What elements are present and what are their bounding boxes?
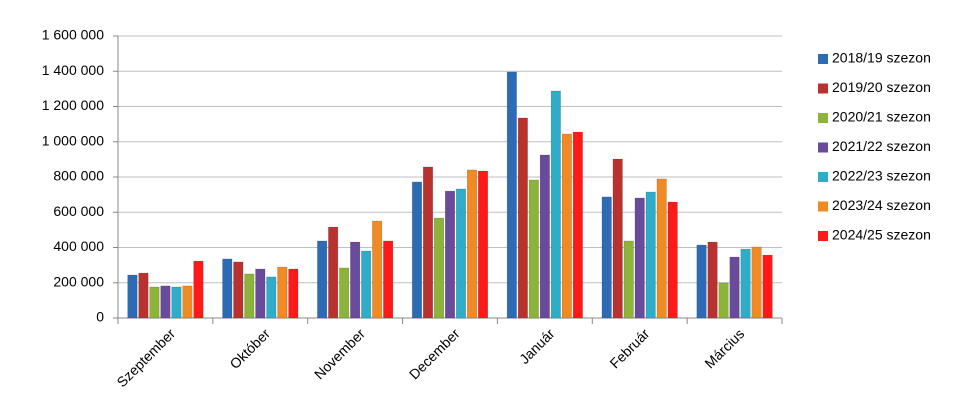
x-tick-label: Szeptember bbox=[113, 325, 178, 390]
legend-label: 2024/25 szezon bbox=[832, 227, 931, 243]
bar bbox=[667, 201, 678, 319]
bar bbox=[539, 154, 550, 319]
x-tick-label: Január bbox=[516, 325, 558, 367]
y-tick-label: 0 bbox=[96, 309, 104, 325]
y-tick-label: 200 000 bbox=[53, 273, 104, 289]
bar bbox=[182, 285, 193, 319]
x-tick-label: December bbox=[406, 325, 463, 382]
legend-swatch bbox=[818, 54, 828, 64]
bar bbox=[317, 240, 328, 319]
bar bbox=[517, 117, 528, 319]
bar bbox=[160, 285, 171, 319]
bar bbox=[506, 71, 517, 319]
bar bbox=[634, 197, 645, 319]
legend-label: 2022/23 szezon bbox=[832, 168, 931, 184]
bar bbox=[434, 217, 444, 319]
bar bbox=[456, 188, 466, 319]
bar bbox=[222, 258, 233, 319]
bar bbox=[423, 166, 433, 319]
bar bbox=[412, 181, 422, 319]
bar bbox=[127, 274, 138, 319]
legend-swatch bbox=[818, 142, 828, 153]
bar bbox=[528, 179, 539, 319]
bar bbox=[383, 240, 394, 319]
bar bbox=[561, 133, 572, 319]
bar bbox=[288, 268, 299, 319]
bar bbox=[372, 220, 383, 319]
y-tick-label: 1 400 000 bbox=[42, 62, 104, 78]
bar bbox=[762, 254, 773, 319]
legend-label: 2021/22 szezon bbox=[832, 138, 931, 154]
x-tick-label: Október bbox=[226, 325, 273, 372]
x-tick-label: November bbox=[311, 325, 368, 382]
bar bbox=[751, 246, 762, 319]
y-tick-label: 1 000 000 bbox=[42, 132, 104, 148]
bar bbox=[478, 170, 488, 319]
legend-swatch bbox=[818, 201, 828, 212]
bar bbox=[696, 244, 707, 319]
bar bbox=[149, 286, 160, 319]
y-tick-label: 400 000 bbox=[53, 238, 104, 254]
legend-label: 2023/24 szezon bbox=[832, 197, 931, 213]
bar bbox=[707, 241, 718, 319]
legend-swatch bbox=[818, 83, 828, 94]
bar bbox=[445, 190, 455, 319]
y-tick-label: 1 600 000 bbox=[42, 27, 104, 43]
bar bbox=[328, 226, 339, 319]
bar bbox=[277, 266, 288, 319]
x-tick-label: Február bbox=[606, 325, 652, 371]
x-tick-label: Március bbox=[701, 325, 747, 371]
legend-swatch bbox=[818, 113, 828, 123]
legend-swatch bbox=[818, 172, 828, 182]
bar bbox=[339, 267, 350, 319]
bar bbox=[623, 240, 634, 319]
legend-label: 2020/21 szezon bbox=[832, 109, 931, 125]
legend-label: 2019/20 szezon bbox=[832, 79, 931, 95]
bar bbox=[171, 286, 182, 319]
bar bbox=[193, 260, 204, 319]
bar bbox=[550, 90, 561, 319]
legend-swatch bbox=[818, 231, 828, 241]
bar bbox=[601, 196, 612, 319]
bar bbox=[244, 273, 255, 319]
bar bbox=[612, 158, 623, 319]
bar bbox=[572, 131, 583, 319]
bar bbox=[467, 169, 477, 319]
bar bbox=[233, 261, 244, 319]
legend-label: 2018/19 szezon bbox=[832, 50, 931, 66]
bar bbox=[740, 248, 751, 319]
y-tick-label: 800 000 bbox=[53, 168, 104, 184]
bar bbox=[350, 241, 361, 319]
bar bbox=[718, 282, 729, 319]
bar bbox=[138, 272, 149, 319]
bar bbox=[729, 256, 740, 319]
bar bbox=[255, 268, 266, 319]
bar bbox=[656, 178, 667, 319]
bar bbox=[361, 250, 372, 319]
y-tick-label: 600 000 bbox=[53, 203, 104, 219]
bar bbox=[645, 191, 656, 319]
bar bbox=[266, 276, 277, 319]
y-tick-label: 1 200 000 bbox=[42, 97, 104, 113]
